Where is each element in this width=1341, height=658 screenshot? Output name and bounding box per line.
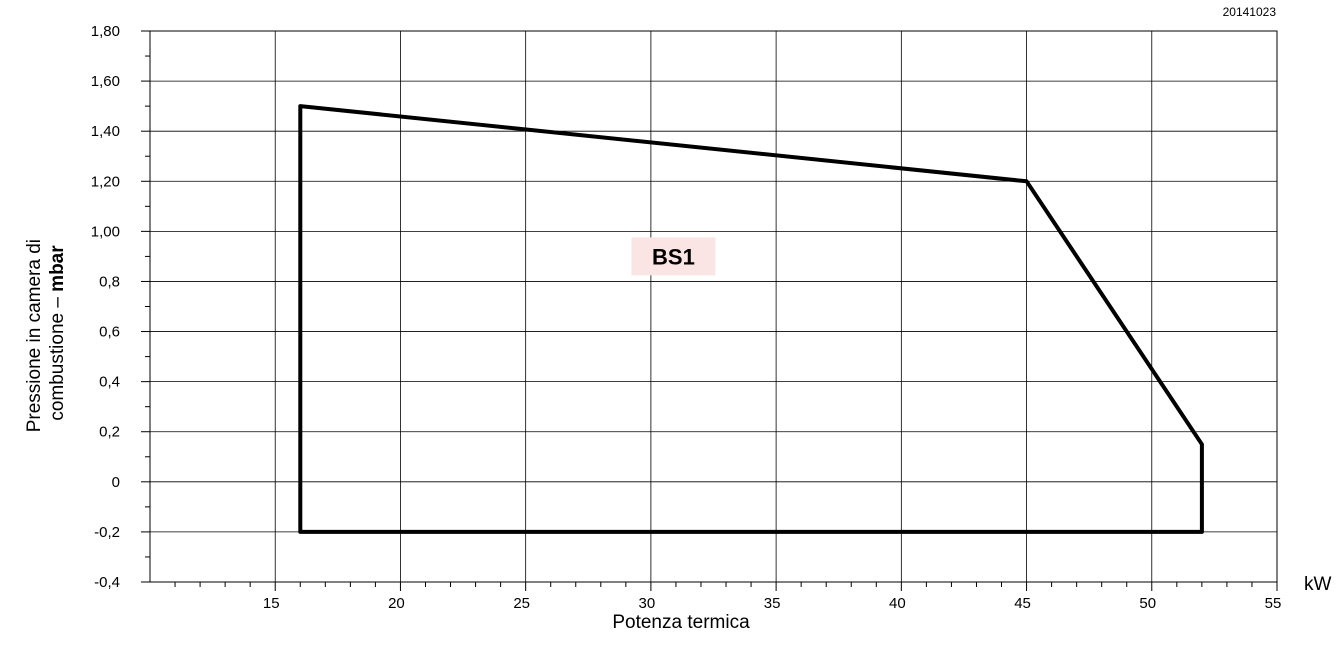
y-tick-label: 0,6 xyxy=(99,324,120,341)
x-tick-label: 20 xyxy=(388,595,405,612)
y-axis-title-prefix: combustione – xyxy=(47,292,68,421)
minor-ticks xyxy=(141,30,1278,591)
y-axis-title-line2: combustione – mbar xyxy=(47,245,68,421)
y-tick-label: -0,2 xyxy=(94,524,120,541)
x-unit-label: kW xyxy=(1304,574,1332,595)
x-tick-label: 40 xyxy=(889,595,906,612)
y-tick-label: 1,60 xyxy=(91,73,120,90)
y-tick-label: -0,4 xyxy=(94,574,120,591)
y-tick-label: 1,20 xyxy=(91,173,120,190)
y-tick-label: 1,80 xyxy=(91,23,120,40)
region-label: BS1 xyxy=(652,244,695,269)
region-label-background xyxy=(631,237,716,276)
y-tick-label: 1,40 xyxy=(91,123,120,140)
annotations: BS1 xyxy=(631,237,716,276)
series xyxy=(298,104,1204,534)
y-tick-label: 0,4 xyxy=(99,374,120,391)
x-tick-label: 55 xyxy=(1265,595,1282,612)
x-axis-title: Potenza termica xyxy=(612,612,750,633)
x-tick-label: 45 xyxy=(1014,595,1031,612)
y-tick-label: 0 xyxy=(112,474,120,491)
y-tick-label: 0,2 xyxy=(99,424,120,441)
y-axis-title-unit: mbar xyxy=(47,245,68,292)
x-tick-label: 35 xyxy=(764,595,781,612)
series-line-bs1 xyxy=(298,104,1204,534)
x-tick-label: 30 xyxy=(639,595,656,612)
plot-area-frame xyxy=(149,30,1278,583)
y-tick-label: 1,00 xyxy=(91,223,120,240)
y-tick-label: 0,8 xyxy=(99,273,120,290)
x-tick-label: 15 xyxy=(263,595,280,612)
y-tick-labels: -0,4 -0,2 0 0,2 0,4 0,6 0,8 1,00 1,20 1,40 1,60 1,8… xyxy=(91,23,120,591)
chart-code: 20141023 xyxy=(1223,5,1277,19)
x-tick-labels: 15 20 25 30 35 40 45 50 55 xyxy=(263,595,1281,612)
y-axis-title-line1: Pressione in camera di xyxy=(24,239,45,432)
y-axis-title: Pressione in camera di combustione – mba… xyxy=(24,234,68,433)
x-tick-label: 50 xyxy=(1139,595,1156,612)
x-tick-label: 25 xyxy=(513,595,530,612)
